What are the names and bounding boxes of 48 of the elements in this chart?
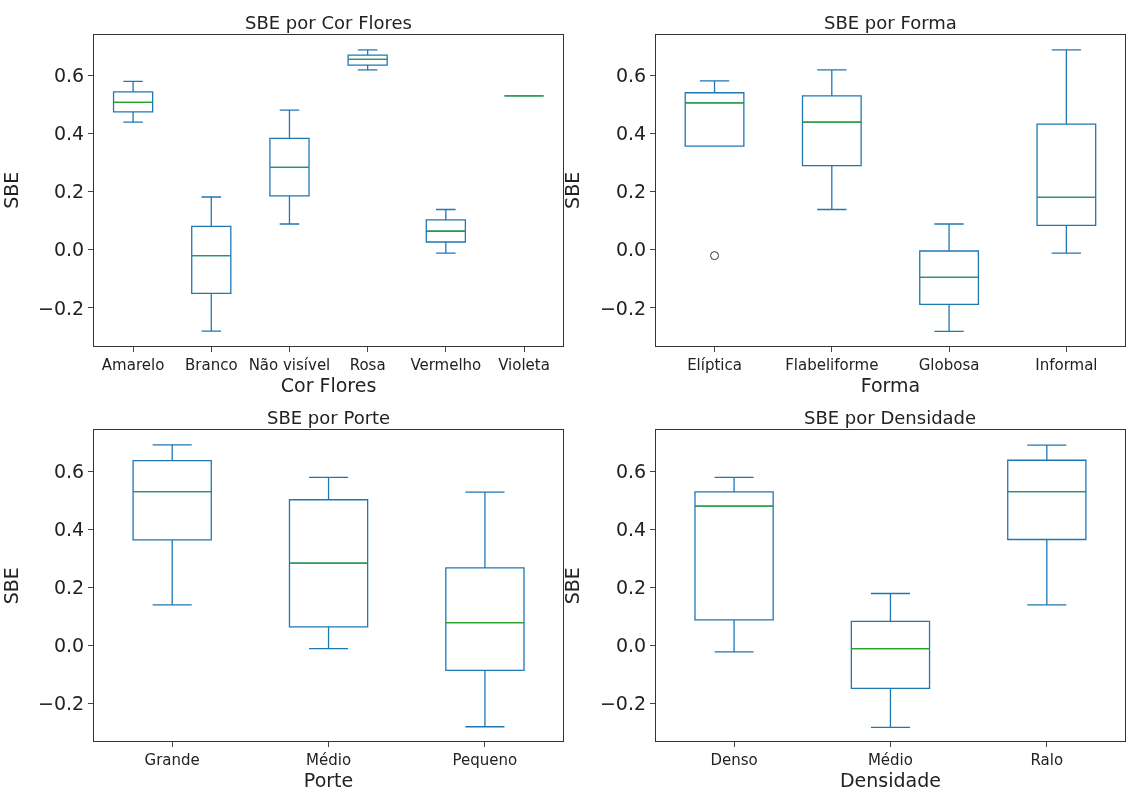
y-tick-label: 0.6 bbox=[53, 459, 85, 482]
y-tick-label: 0.2 bbox=[53, 180, 85, 203]
y-axis-title: SBE bbox=[0, 171, 22, 209]
x-axis-title: Forma bbox=[860, 373, 921, 396]
y-tick-label: 0.4 bbox=[53, 517, 85, 540]
y-tick-label: 0.6 bbox=[615, 64, 647, 87]
chart-title: SBE por Cor Flores bbox=[245, 12, 412, 33]
x-axis-title: Densidade bbox=[839, 769, 941, 791]
x-tick-label: Globosa bbox=[918, 355, 980, 374]
y-tick-label: 0.4 bbox=[615, 122, 647, 145]
y-tick-label: 0.0 bbox=[615, 238, 647, 261]
x-tick-label: Vermelho bbox=[410, 355, 482, 374]
y-tick-label: 0.6 bbox=[615, 459, 647, 482]
y-tick-label: −0.2 bbox=[599, 691, 647, 714]
x-tick-label: Denso bbox=[710, 751, 758, 769]
x-axis-title: Porte bbox=[303, 769, 354, 791]
y-axis-title: SBE bbox=[560, 171, 583, 209]
x-tick-label: Pequeno bbox=[452, 751, 518, 769]
x-tick-label: Não visível bbox=[248, 355, 331, 374]
y-tick-label: 0.0 bbox=[53, 633, 85, 656]
y-tick-label: −0.2 bbox=[38, 691, 85, 714]
y-tick-label: 0.4 bbox=[53, 122, 85, 145]
chart-title: SBE por Forma bbox=[824, 12, 957, 33]
y-tick-label: 0.2 bbox=[615, 180, 647, 203]
x-tick-label: Grande bbox=[144, 751, 200, 769]
y-axis-title: SBE bbox=[560, 567, 583, 605]
y-axis-title: SBE bbox=[0, 567, 22, 605]
x-tick-label: Rosa bbox=[349, 355, 386, 374]
x-tick-label: Ralo bbox=[1030, 751, 1064, 769]
x-tick-label: Amarelo bbox=[101, 355, 165, 374]
x-axis-title: Cor Flores bbox=[280, 373, 377, 396]
y-tick-label: 0.0 bbox=[615, 633, 647, 656]
x-tick-label: Violeta bbox=[498, 355, 550, 374]
y-tick-label: 0.4 bbox=[615, 517, 647, 540]
x-tick-label: Flabeliforme bbox=[785, 355, 879, 374]
y-tick-label: −0.2 bbox=[38, 296, 85, 319]
x-tick-label: Elíptica bbox=[687, 355, 742, 374]
y-tick-label: 0.2 bbox=[53, 575, 85, 598]
y-tick-label: 0.6 bbox=[53, 64, 85, 87]
y-tick-label: 0.2 bbox=[615, 575, 647, 598]
x-tick-label: Branco bbox=[184, 355, 238, 374]
x-tick-label: Médio bbox=[867, 751, 913, 769]
x-tick-label: Médio bbox=[306, 751, 352, 769]
chart-title: SBE por Densidade bbox=[804, 407, 977, 428]
y-tick-label: 0.0 bbox=[53, 238, 85, 261]
x-tick-label: Informal bbox=[1035, 355, 1098, 374]
chart-title: SBE por Porte bbox=[267, 407, 391, 428]
y-tick-label: −0.2 bbox=[599, 296, 647, 319]
